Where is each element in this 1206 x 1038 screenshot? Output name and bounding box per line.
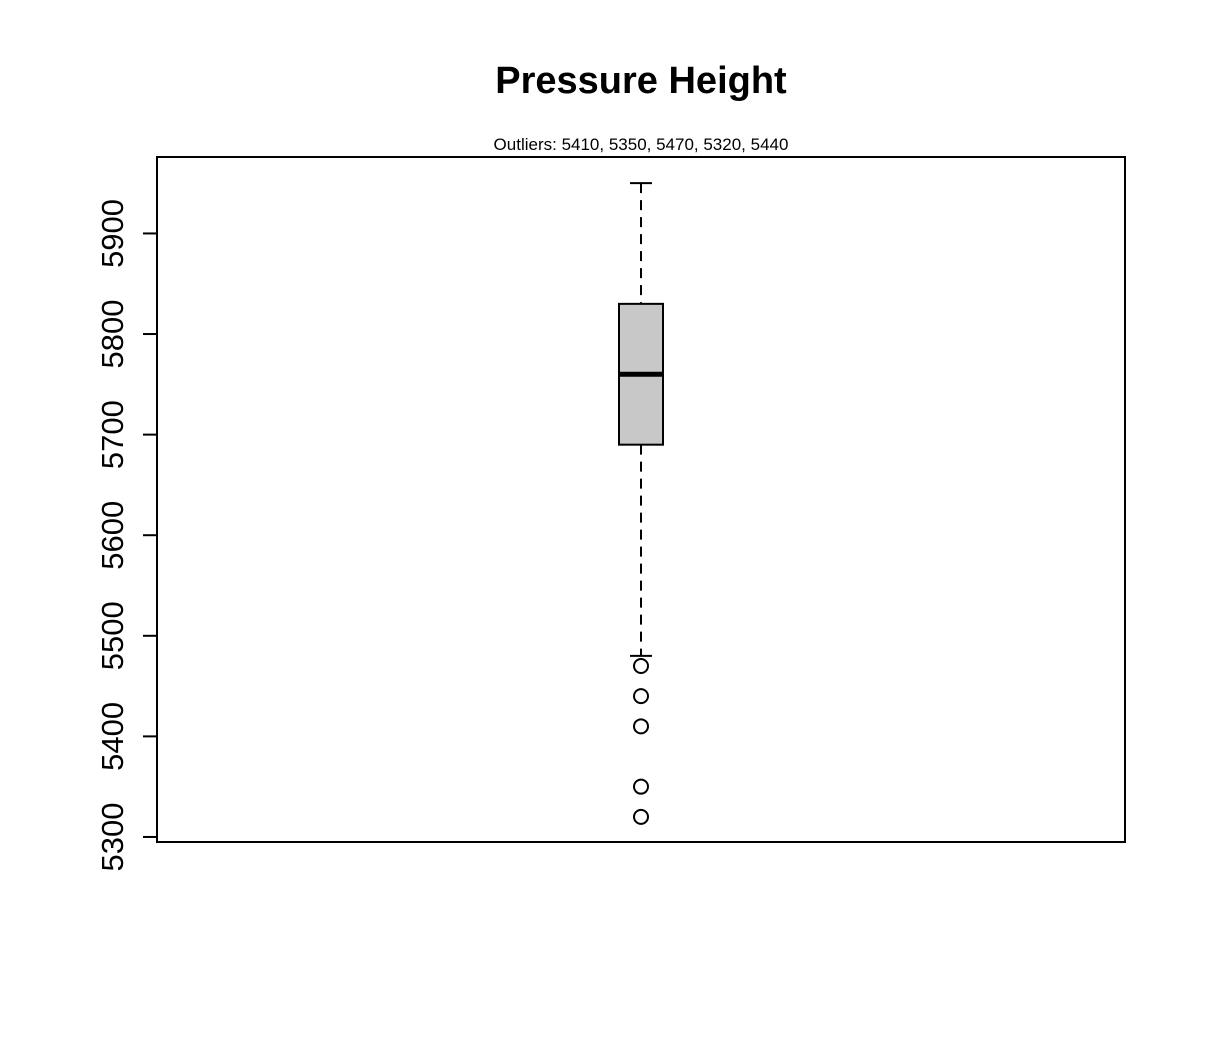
outlier-point bbox=[633, 718, 649, 735]
outlier-point bbox=[633, 688, 649, 705]
outlier-points bbox=[633, 657, 649, 825]
chart-subtitle: Outliers: 5410, 5350, 5470, 5320, 5440 bbox=[494, 135, 789, 154]
y-tick-label: 5300 bbox=[95, 802, 130, 871]
y-tick-label: 5400 bbox=[95, 702, 130, 771]
y-tick-label: 5900 bbox=[95, 199, 130, 268]
outlier-point bbox=[633, 657, 649, 674]
y-axis: 5300 5400 5500 5600 5700 5800 5900 bbox=[95, 199, 157, 871]
outlier-point bbox=[633, 808, 649, 825]
y-tick-label: 5700 bbox=[95, 400, 130, 469]
y-tick-label: 5800 bbox=[95, 300, 130, 369]
y-tick-label: 5600 bbox=[95, 501, 130, 570]
chart-title: Pressure Height bbox=[495, 60, 787, 102]
y-tick-label: 5500 bbox=[95, 601, 130, 670]
box-plot bbox=[618, 182, 664, 657]
outlier-point bbox=[633, 778, 649, 795]
